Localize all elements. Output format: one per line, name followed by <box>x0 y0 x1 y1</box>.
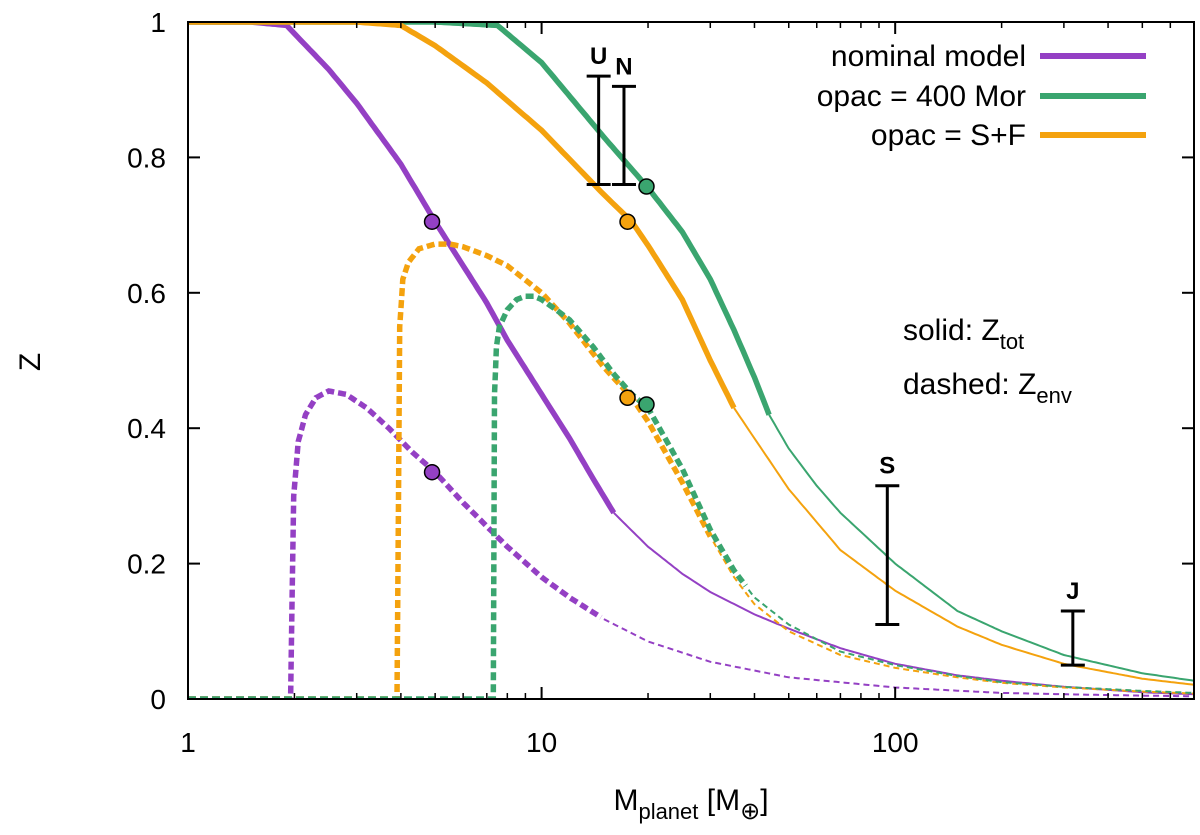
y-tick-label: 0.2 <box>127 549 166 580</box>
note-solid-sub: tot <box>1000 329 1024 354</box>
x-axis-title-unit: [M <box>698 784 740 817</box>
note-dashed: dashed: Zenv <box>903 368 1072 408</box>
error-bar-S <box>875 484 900 627</box>
marker-nominal-1 <box>423 463 441 481</box>
x-axis-title: Mplanet [M⊕] <box>613 784 768 825</box>
y-tick-label: 0.6 <box>127 278 166 309</box>
x-axis-title-sub: planet <box>638 799 698 824</box>
error-bar-N <box>611 84 636 186</box>
legend-label-mor: opac = 400 Mor <box>817 80 1026 113</box>
x-tick-label: 1 <box>180 727 196 758</box>
marker-nominal-0 <box>423 213 441 230</box>
series-mor-zenv-line-thin <box>747 589 1194 694</box>
y-tick-label: 1 <box>150 7 166 38</box>
marker-sf-3 <box>619 389 636 406</box>
x-axis-title-main: M <box>613 784 638 817</box>
y-tick-label: 0 <box>150 684 166 715</box>
note-solid-text: solid: Z <box>903 314 1000 347</box>
legend-label-nominal: nominal model <box>831 40 1026 73</box>
note-dashed-text: dashed: Z <box>903 368 1036 401</box>
y-tick-label: 0.4 <box>127 413 166 444</box>
x-tick-label: 100 <box>872 727 919 758</box>
series-sf-zenv-line-thin <box>712 541 1194 695</box>
series-sf-ztot-line <box>188 22 737 410</box>
series-nominal-zenv-line-thin <box>603 618 1194 698</box>
marker-sf-2 <box>619 213 636 230</box>
error-bar-label-U: U <box>590 43 607 70</box>
error-bar-label-N: N <box>615 53 632 80</box>
markers <box>423 178 655 481</box>
x-tick-label: 10 <box>526 727 557 758</box>
x-axis-title-unit-end: ] <box>760 784 768 817</box>
error-bar-label-S: S <box>879 453 895 480</box>
note-dashed-sub: env <box>1036 383 1071 408</box>
line-style-note: solid: Ztot dashed: Zenv <box>903 314 1072 408</box>
y-tick-label: 0.8 <box>127 142 166 173</box>
legend-label-sf: opac = S+F <box>871 119 1026 152</box>
error-bar-label-J: J <box>1066 578 1079 605</box>
error-bar-U <box>586 74 611 186</box>
marker-mor-5 <box>638 396 655 413</box>
series-sf-ztot-line-thin <box>733 407 1194 686</box>
marker-mor-4 <box>638 178 655 195</box>
axis-ticks: 0 0.2 0.4 0.6 0.8 1 1 10 100 <box>127 7 1195 758</box>
note-solid: solid: Ztot <box>903 314 1024 354</box>
series-mor-ztot-line-thin <box>768 414 1194 682</box>
legend: nominal model opac = 400 Mor opac = S+F <box>817 40 1146 152</box>
x-axis-title-unit-sub: ⊕ <box>740 798 760 825</box>
error-bar-J <box>1060 609 1085 667</box>
series-nominal-zenv-line <box>188 388 603 699</box>
plot-frame <box>187 21 1195 700</box>
series-mor-ztot-line <box>188 22 772 416</box>
y-axis-title: Z <box>14 353 47 371</box>
error-bars: U N S J <box>586 43 1085 667</box>
